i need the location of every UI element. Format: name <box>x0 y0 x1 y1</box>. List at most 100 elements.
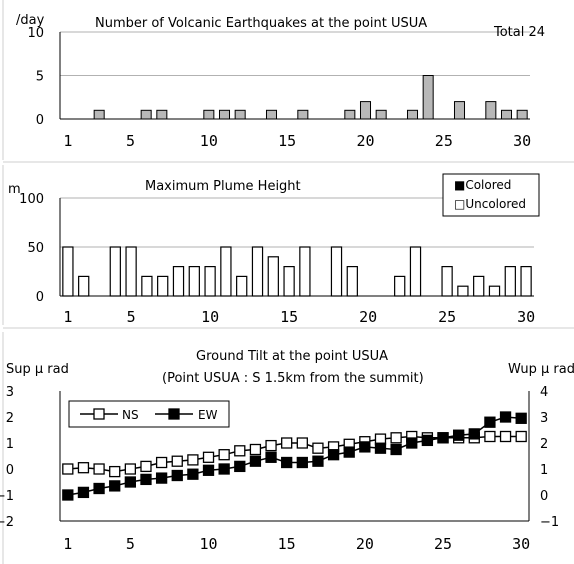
tilt-ns-point <box>62 463 74 475</box>
tilt-left-tick: −1 <box>0 489 14 504</box>
tilt-ew-point <box>484 416 496 428</box>
earthquake-y-tick: 0 <box>36 113 44 128</box>
plume-y-tick: 100 <box>19 192 44 207</box>
plume-bar-uncolored <box>441 266 453 297</box>
plume-bar-uncolored <box>220 246 232 297</box>
earthquake-x-tick: 20 <box>356 132 374 150</box>
earthquake-x-tick: 15 <box>278 132 296 150</box>
earthquake-x-tick: 5 <box>126 132 135 150</box>
plume-y-tick: 0 <box>36 290 44 305</box>
tilt-ew-point <box>390 443 402 456</box>
tilt-ew-point <box>187 468 199 480</box>
earthquake-bar <box>265 109 278 120</box>
tilt-ns-point <box>281 437 293 449</box>
tilt-ns-point <box>515 430 527 443</box>
earthquake-bar <box>140 109 152 120</box>
plume-bar-uncolored <box>267 256 279 297</box>
earthquake-bar <box>516 109 528 120</box>
earthquake-bar <box>406 109 419 120</box>
earthquake-bar <box>422 75 434 120</box>
plume-bar-uncolored <box>299 246 311 297</box>
tilt-ew-point <box>437 432 449 444</box>
plume-bar-uncolored <box>457 285 469 297</box>
earthquake-title: Number of Volcanic Earthquakes at the po… <box>95 16 427 31</box>
tilt-right-tick: 2 <box>540 437 548 452</box>
earthquake-bar <box>93 109 105 120</box>
tilt-ew-point <box>234 460 246 473</box>
earthquake-bar <box>297 109 309 120</box>
tilt-x-tick: 10 <box>199 535 217 553</box>
plume-bar-uncolored <box>346 266 358 297</box>
tilt-right-ticks: −1 0 1 2 3 4 <box>540 385 559 530</box>
tilt-ew-point <box>77 486 90 499</box>
tilt-ns-point <box>218 449 230 461</box>
tilt-ew-point <box>359 441 371 453</box>
tilt-ew-point <box>124 476 136 488</box>
tilt-legend-ew-marker <box>168 408 180 420</box>
tilt-right-tick: −1 <box>540 515 559 530</box>
tilt-ew-point <box>171 469 183 482</box>
earthquake-bar <box>453 101 466 120</box>
tilt-ew-point <box>515 412 527 424</box>
earthquake-total: Total 24 <box>493 25 545 40</box>
earthquake-y-unit: /day <box>16 13 45 28</box>
plume-bar-uncolored <box>394 275 406 297</box>
tilt-x-tick: 15 <box>278 535 296 553</box>
tilt-ew-point <box>202 464 215 476</box>
tilt-ns-point <box>265 439 277 452</box>
earthquake-x-tick: 25 <box>435 132 453 150</box>
tilt-ns-point <box>312 442 324 454</box>
plume-legend-box <box>442 173 540 217</box>
tilt-left-ticks: −2 −1 0 1 2 3 <box>0 385 14 530</box>
tilt-x-tick: 25 <box>434 535 452 553</box>
tilt-ew-point <box>249 455 262 467</box>
plume-bars <box>62 246 532 297</box>
tilt-ns-point <box>155 456 168 469</box>
tilt-ew-point <box>93 482 105 495</box>
earthquake-x-tick: 1 <box>63 132 72 150</box>
plume-bar-uncolored <box>504 266 516 297</box>
tilt-ew-point <box>312 455 324 467</box>
plume-bar-uncolored <box>473 275 485 297</box>
plume-legend-colored: ■Colored <box>454 178 511 192</box>
plume-x-tick: 10 <box>201 308 219 326</box>
plume-bar-uncolored <box>78 275 90 297</box>
tilt-ns-point <box>234 445 246 457</box>
plume-bar-uncolored <box>157 275 169 297</box>
earthquake-bar <box>375 109 387 120</box>
earthquake-bar <box>234 109 246 120</box>
tilt-legend-ew-label: EW <box>198 408 218 422</box>
tilt-ns-point <box>93 463 105 475</box>
tilt-ew-point <box>140 473 152 486</box>
earthquake-gridlines <box>60 31 530 76</box>
tilt-legend: NS EW <box>68 400 230 428</box>
earthquake-bar <box>203 109 215 120</box>
tilt-ew-point <box>109 480 121 492</box>
plume-bar-uncolored <box>125 246 137 297</box>
tilt-ew-point <box>62 489 74 501</box>
tilt-ns-point <box>187 454 199 466</box>
tilt-ew-point <box>421 434 434 447</box>
tilt-ns-point <box>484 430 496 443</box>
tilt-x-tick: 30 <box>512 535 530 553</box>
plume-bar-uncolored <box>141 275 153 297</box>
tilt-ew-point <box>343 446 355 458</box>
earthquake-y-tick: 10 <box>27 26 44 41</box>
plume-legend: ■Colored □Uncolored <box>442 173 540 217</box>
tilt-ew-point <box>265 451 277 463</box>
earthquake-bar <box>218 109 231 120</box>
tilt-legend-ns-label: NS <box>122 408 139 422</box>
tilt-title: Ground Tilt at the point USUA <box>196 349 388 364</box>
tilt-left-tick: 0 <box>6 463 14 478</box>
plume-bar-uncolored <box>188 266 200 297</box>
tilt-subtitle: (Point USUA : S 1.5km from the summit) <box>162 371 424 386</box>
tilt-ns-point <box>124 463 136 475</box>
plume-bar-uncolored <box>109 246 121 297</box>
tilt-right-tick: 0 <box>540 489 548 504</box>
earthquake-bar <box>156 109 168 120</box>
tilt-ew-point <box>281 456 293 469</box>
plume-title: Maximum Plume Height <box>145 179 301 194</box>
